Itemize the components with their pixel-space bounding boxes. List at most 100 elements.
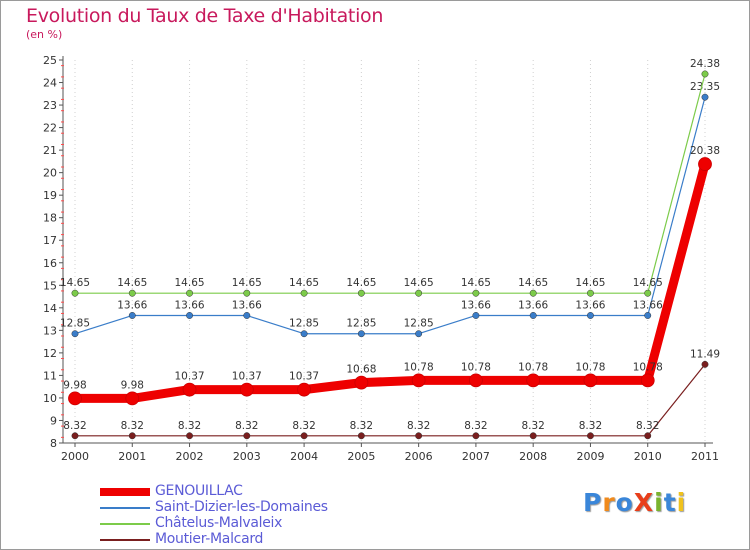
data-label-saint-dizier-les-domaines: 23.35 [690, 81, 720, 93]
data-label-chatelus-malvaleix: 14.65 [117, 277, 147, 289]
data-label-chatelus-malvaleix: 14.65 [60, 277, 90, 289]
data-label-saint-dizier-les-domaines: 12.85 [346, 318, 376, 330]
data-point-genouillac [469, 373, 483, 388]
data-point-moutier-malcard [644, 432, 652, 440]
y-tick-label: 14 [43, 302, 57, 315]
legend-swatch [100, 488, 150, 496]
series-line-genouillac [70, 159, 710, 403]
data-point-moutier-malcard [415, 432, 423, 440]
data-label-moutier-malcard: 8.32 [63, 420, 86, 432]
data-label-genouillac: 9.98 [121, 379, 144, 391]
data-point-saint-dizier-les-domaines [243, 312, 251, 319]
data-label-chatelus-malvaleix: 14.65 [461, 277, 491, 289]
data-label-chatelus-malvaleix: 24.38 [690, 58, 720, 70]
data-label-saint-dizier-les-domaines: 13.66 [461, 299, 491, 311]
data-point-moutier-malcard [186, 432, 193, 440]
data-point-chatelus-malvaleix [300, 289, 308, 297]
logo-letter: o [615, 488, 634, 517]
series-line-saint-dizier-les-domaines [74, 96, 706, 335]
data-label-chatelus-malvaleix: 14.65 [633, 277, 663, 289]
data-point-saint-dizier-les-domaines [587, 312, 594, 319]
data-label-genouillac: 10.37 [175, 371, 205, 383]
y-tick-label: 22 [43, 122, 57, 135]
data-point-chatelus-malvaleix [128, 289, 136, 297]
data-point-genouillac [239, 382, 254, 397]
x-tick-label: 2005 [347, 450, 375, 463]
legend-label: Moutier-Malcard [155, 531, 264, 547]
data-point-moutier-malcard [529, 432, 537, 440]
data-point-genouillac [526, 373, 541, 388]
y-tick-label: 21 [43, 144, 57, 157]
data-label-saint-dizier-les-domaines: 13.66 [633, 299, 663, 311]
data-point-moutier-malcard [472, 432, 480, 440]
data-label-moutier-malcard: 8.32 [292, 420, 315, 432]
logo-letter: X [633, 488, 655, 517]
data-label-moutier-malcard: 8.32 [407, 420, 430, 432]
data-point-moutier-malcard [701, 360, 709, 368]
data-point-saint-dizier-les-domaines [128, 312, 136, 319]
data-label-saint-dizier-les-domaines: 13.66 [175, 299, 205, 311]
legend-swatch [100, 523, 150, 525]
data-label-saint-dizier-les-domaines: 13.66 [575, 299, 605, 311]
logo-letter: i [654, 488, 664, 517]
data-label-moutier-malcard: 8.32 [464, 420, 487, 432]
data-label-chatelus-malvaleix: 14.65 [404, 277, 434, 289]
legend-item-saint-dizier-les-domaines: Saint-Dizier-les-Domaines [100, 499, 420, 516]
data-label-chatelus-malvaleix: 14.65 [518, 277, 548, 289]
legend-swatch [100, 539, 150, 541]
data-label-moutier-malcard: 8.32 [350, 420, 373, 432]
data-label-moutier-malcard: 8.32 [521, 420, 544, 432]
y-tick-label: 12 [43, 347, 57, 360]
legend-label: Saint-Dizier-les-Domaines [155, 499, 328, 515]
data-point-chatelus-malvaleix [71, 289, 79, 297]
data-point-genouillac [583, 373, 598, 388]
data-label-saint-dizier-les-domaines: 13.66 [117, 299, 147, 311]
data-label-genouillac: 10.68 [346, 364, 376, 376]
data-point-chatelus-malvaleix [529, 289, 537, 297]
logo-letter: i [676, 488, 687, 517]
data-point-moutier-malcard [300, 432, 308, 440]
legend-item-chatelus-malvaleix: Châtelus-Malvaleix [100, 515, 420, 532]
data-label-moutier-malcard: 11.49 [690, 348, 720, 360]
y-tick-label: 18 [43, 212, 57, 225]
y-tick-label: 8 [50, 437, 57, 450]
data-point-chatelus-malvaleix [587, 289, 594, 297]
data-point-saint-dizier-les-domaines [415, 330, 423, 338]
legend-item-moutier-malcard: Moutier-Malcard [100, 531, 420, 548]
logo-letter: r [602, 488, 616, 517]
data-point-chatelus-malvaleix [357, 289, 365, 297]
data-point-saint-dizier-les-domaines [357, 330, 365, 338]
data-point-saint-dizier-les-domaines [644, 312, 652, 319]
proxiti-logo: ProXiti [583, 488, 686, 517]
data-point-chatelus-malvaleix [472, 289, 480, 297]
data-point-genouillac [411, 373, 426, 388]
data-label-genouillac: 20.38 [690, 145, 720, 157]
x-tick-label: 2001 [118, 450, 146, 463]
data-label-chatelus-malvaleix: 14.65 [575, 277, 605, 289]
y-tick-label: 13 [43, 324, 57, 337]
series-line-moutier-malcard [74, 363, 706, 437]
data-label-genouillac: 10.78 [518, 361, 548, 373]
data-point-saint-dizier-les-domaines [186, 312, 193, 319]
data-label-moutier-malcard: 8.32 [121, 420, 144, 432]
data-label-genouillac: 10.37 [232, 371, 262, 383]
data-point-saint-dizier-les-domaines [300, 330, 308, 338]
legend-swatch [100, 507, 150, 509]
data-label-saint-dizier-les-domaines: 13.66 [232, 299, 262, 311]
data-point-genouillac [68, 391, 82, 406]
y-tick-label: 20 [43, 167, 57, 180]
y-tick-label: 25 [43, 54, 57, 67]
data-point-moutier-malcard [357, 432, 365, 440]
data-point-genouillac [640, 373, 655, 388]
y-tick-label: 16 [43, 257, 57, 270]
data-point-saint-dizier-les-domaines [472, 312, 480, 319]
legend-item-genouillac: GENOUILLAC [100, 483, 420, 500]
data-point-moutier-malcard [71, 432, 79, 440]
data-label-genouillac: 10.78 [575, 361, 605, 373]
data-label-genouillac: 10.37 [289, 371, 319, 383]
data-label-saint-dizier-les-domaines: 12.85 [60, 318, 90, 330]
data-point-moutier-malcard [128, 432, 136, 440]
data-point-moutier-malcard [243, 432, 251, 440]
series-line-chatelus-malvaleix [74, 73, 706, 294]
